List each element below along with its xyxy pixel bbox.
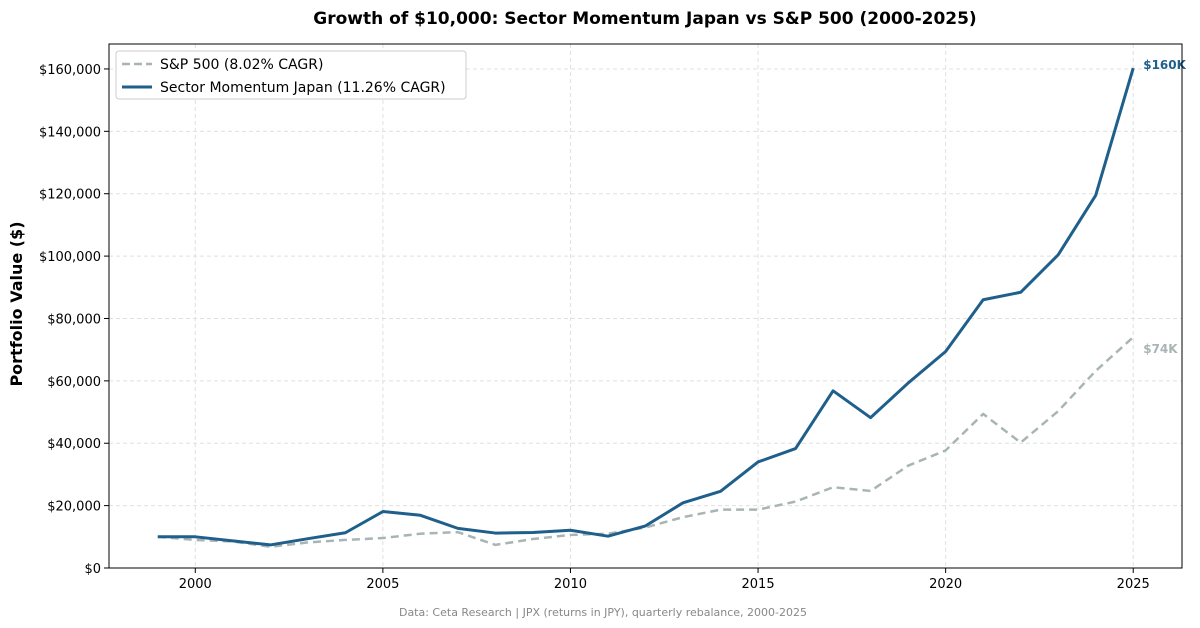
y-tick-label: $160,000 [39, 63, 101, 78]
footnote: Data: Ceta Research | JPX (returns in JP… [399, 606, 807, 619]
y-axis-label: Portfolio Value ($) [7, 221, 26, 386]
y-tick-label: $80,000 [47, 312, 101, 327]
end-label-sp500: $74K [1143, 342, 1178, 356]
y-tick-label: $40,000 [47, 437, 101, 452]
y-tick-label: $100,000 [39, 250, 101, 265]
x-tick-label: 2020 [929, 577, 962, 592]
legend-label-sp500: S&P 500 (8.02% CAGR) [160, 57, 323, 73]
series-line-strategy [157, 67, 1135, 547]
y-tick-label: $0 [84, 562, 101, 577]
x-tick-label: 2015 [742, 577, 775, 592]
y-tick-label: $60,000 [47, 375, 101, 390]
x-tick-label: 2025 [1117, 577, 1150, 592]
y-tick-label: $140,000 [39, 125, 101, 140]
series-line-sp500 [157, 336, 1135, 549]
y-tick-label: $20,000 [47, 500, 101, 515]
x-tick-label: 2010 [554, 577, 587, 592]
plot-frame [108, 43, 1183, 569]
legend-label-strategy: Sector Momentum Japan (11.26% CAGR) [160, 80, 446, 96]
x-tick-label: 2000 [179, 577, 212, 592]
y-tick-label: $120,000 [39, 188, 101, 203]
end-label-strategy: $160K [1143, 58, 1186, 72]
legend: S&P 500 (8.02% CAGR) Sector Momentum Jap… [115, 50, 467, 100]
chart-title: Growth of $10,000: Sector Momentum Japan… [313, 9, 976, 29]
x-tick-label: 2005 [366, 577, 399, 592]
